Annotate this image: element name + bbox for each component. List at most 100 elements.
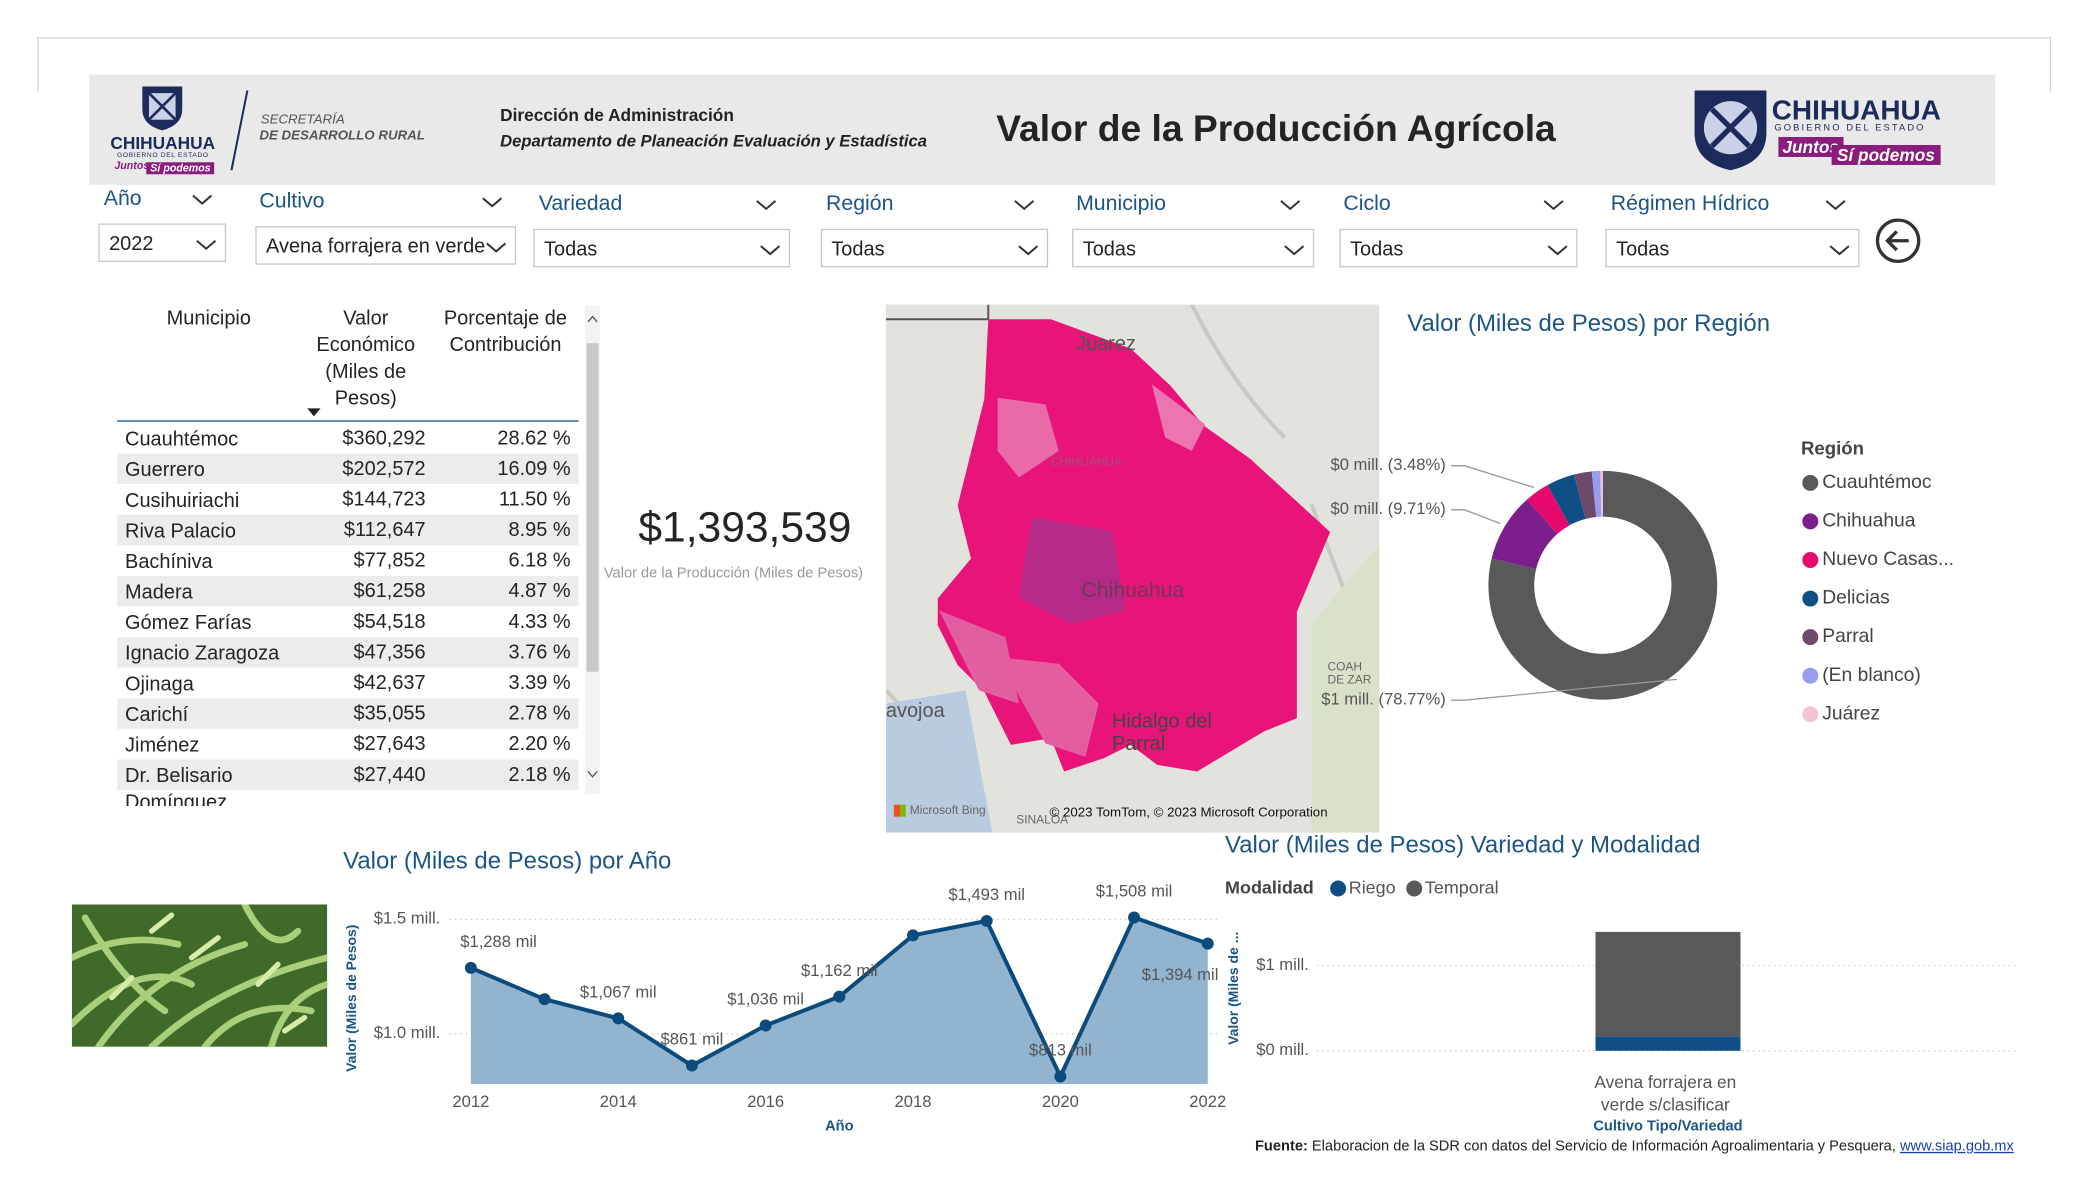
- donut-slice: [1600, 470, 1603, 517]
- chevron[interactable]: [756, 198, 777, 211]
- scroll-thumb[interactable]: [586, 343, 599, 672]
- filter-dropdown[interactable]: Todas: [1605, 228, 1860, 268]
- legend-swatch[interactable]: [1802, 590, 1819, 607]
- logo-slogan: Sí podemos: [146, 162, 215, 175]
- chevron[interactable]: [192, 193, 213, 206]
- filter-dropdown[interactable]: Todas: [1339, 228, 1578, 268]
- data-label: $1,493 mil: [948, 885, 1025, 904]
- chevron[interactable]: [1280, 198, 1301, 211]
- map[interactable]: Juarez CHIHUAHUA Chihuahua Hidalgo del Parr…: [885, 304, 1380, 833]
- table-header: Municipio: [166, 307, 251, 330]
- table-header: Porcentaje de Contribución: [443, 307, 568, 357]
- bar-segment: [1595, 1036, 1741, 1051]
- legend-swatch[interactable]: [1406, 880, 1423, 897]
- chevron[interactable]: [485, 241, 507, 254]
- x-tick-label: 2014: [600, 1092, 637, 1111]
- cell-porcentaje: 6.18 %: [508, 549, 571, 572]
- y-tick-label: $1.5 mill.: [374, 909, 440, 928]
- cell-valor: $42,637: [353, 671, 426, 695]
- chevron[interactable]: [1829, 243, 1850, 256]
- x-tick-label: 2018: [895, 1092, 932, 1111]
- legend-label[interactable]: Juárez: [1822, 703, 1880, 724]
- legend-swatch[interactable]: [1802, 629, 1819, 646]
- filter-value[interactable]: Todas: [831, 238, 885, 261]
- filter-value[interactable]: Todas: [544, 238, 598, 261]
- point: [1201, 937, 1214, 950]
- chevron[interactable]: [1825, 198, 1846, 211]
- source-link[interactable]: www.siap.gob.mx: [1899, 1138, 2014, 1155]
- x-tick-label: 2016: [747, 1092, 784, 1111]
- map-label: SINALOA: [1016, 812, 1069, 827]
- back-button[interactable]: [1874, 217, 1922, 265]
- filter-value[interactable]: Todas: [1616, 238, 1670, 261]
- legend-label[interactable]: Nuevo Casas...: [1822, 549, 1954, 570]
- logo-slogan: Sí podemos: [1831, 144, 1941, 165]
- legend-label[interactable]: Temporal: [1425, 877, 1499, 897]
- chevron[interactable]: [196, 238, 217, 251]
- point: [759, 1019, 772, 1032]
- chevron[interactable]: [1284, 243, 1305, 256]
- legend-label[interactable]: Chihuahua: [1822, 511, 1915, 532]
- table-header-rule: [117, 420, 579, 422]
- filter-dropdown[interactable]: Todas: [1072, 228, 1315, 268]
- filter-dropdown[interactable]: Todas: [533, 228, 791, 268]
- table-row: Dr. Belisario Domínguez $27,440 2.18 %: [117, 759, 579, 806]
- filter-value[interactable]: Avena forrajera en verde: [266, 235, 486, 259]
- filter-value[interactable]: Todas: [1350, 238, 1404, 261]
- filter-dropdown[interactable]: Todas: [820, 228, 1049, 268]
- bar-segment: [1595, 931, 1741, 1037]
- divider: [230, 90, 249, 171]
- filter-value[interactable]: Todas: [1082, 238, 1136, 261]
- filter-label: Cultivo: [259, 190, 325, 213]
- filter-dropdown[interactable]: Avena forrajera en verde: [255, 226, 517, 265]
- legend-swatch[interactable]: [1802, 706, 1819, 723]
- filter-value[interactable]: 2022: [109, 232, 154, 256]
- chevron[interactable]: [1543, 198, 1564, 211]
- legend-label[interactable]: Riego: [1349, 877, 1396, 897]
- footer: Fuente: Elaboracion de la SDR con datos …: [1197, 1139, 2014, 1155]
- map-label: Chihuahua: [1081, 579, 1185, 603]
- legend-swatch[interactable]: [1802, 474, 1819, 491]
- data-label: $1,508 mil: [1096, 882, 1173, 901]
- cell-municipio: Ojinaga: [125, 673, 194, 696]
- kpi-value: $1,393,539: [638, 502, 852, 551]
- x-tick-label: 2020: [1042, 1092, 1079, 1111]
- table-row: Cusihuiriachi $144,723 11.50 %: [117, 484, 579, 515]
- chevron[interactable]: [760, 243, 781, 256]
- legend-swatch[interactable]: [1802, 552, 1819, 568]
- chevron[interactable]: [1547, 243, 1568, 256]
- map-label: avojoa: [885, 699, 945, 723]
- legend-label[interactable]: Delicias: [1822, 588, 1889, 609]
- legend-swatch[interactable]: [1802, 667, 1819, 684]
- chart-title: Valor (Miles de Pesos) por Año: [343, 847, 671, 874]
- x-axis-title: Cultivo Tipo/Variedad: [1593, 1118, 1742, 1134]
- chevron[interactable]: [1014, 198, 1035, 211]
- cell-municipio: Cuauhtémoc: [125, 428, 239, 451]
- filter-dropdown[interactable]: 2022: [98, 223, 227, 263]
- sort-indicator: [307, 408, 321, 417]
- data-label: $1,288 mil: [460, 932, 537, 951]
- chevron[interactable]: [1018, 243, 1039, 256]
- legend-swatch[interactable]: [1802, 513, 1819, 530]
- legend-label[interactable]: Cuauhtémoc: [1822, 472, 1932, 493]
- legend-swatch[interactable]: [1330, 880, 1347, 897]
- cell-valor: $360,292: [342, 426, 426, 450]
- legend-label[interactable]: (En blanco): [1822, 665, 1921, 686]
- cell-valor: $54,518: [353, 610, 426, 634]
- y-tick-label: $0 mill.: [1256, 1040, 1309, 1059]
- scrollbar[interactable]: [585, 305, 600, 795]
- scroll-down[interactable]: [587, 769, 599, 780]
- cell-valor: $77,852: [353, 549, 426, 572]
- table-row: Bachíniva $77,852 6.18 %: [117, 545, 579, 576]
- page-title: Valor de la Producción Agrícola: [996, 107, 1556, 149]
- logo-seal: [1694, 90, 1767, 171]
- legend-label[interactable]: Parral: [1822, 626, 1873, 647]
- chevron[interactable]: [482, 196, 503, 209]
- scroll-up[interactable]: [587, 314, 599, 325]
- crop-photo: [71, 904, 328, 1047]
- cell-porcentaje: 4.87 %: [508, 579, 571, 603]
- cell-municipio: Jiménez: [125, 734, 200, 757]
- map-label: CHIHUAHUA: [1050, 454, 1122, 469]
- table-row: Guerrero $202,572 16.09 %: [117, 453, 579, 485]
- cell-porcentaje: 2.78 %: [508, 702, 571, 725]
